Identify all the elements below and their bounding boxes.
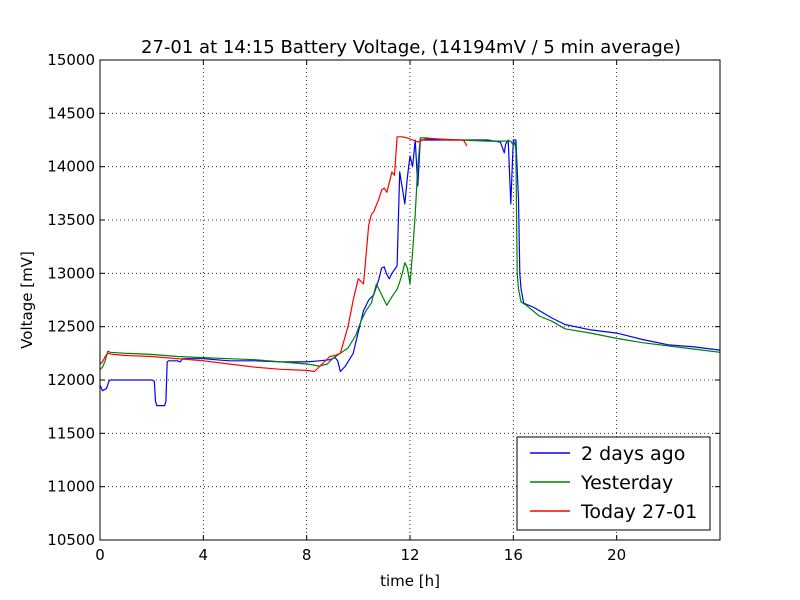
legend-label: 2 days ago bbox=[581, 443, 685, 465]
y-tick-label: 13500 bbox=[47, 211, 95, 229]
series-line-0 bbox=[99, 139, 721, 407]
y-tick-label: 10500 bbox=[47, 531, 95, 549]
legend-label: Today 27-01 bbox=[580, 501, 697, 523]
y-tick-label: 13000 bbox=[47, 264, 95, 282]
x-tick-label: 0 bbox=[95, 546, 105, 564]
series-line-2 bbox=[99, 136, 468, 373]
x-tick-label: 12 bbox=[400, 546, 419, 564]
series-line-1 bbox=[99, 137, 721, 370]
legend-label: Yesterday bbox=[580, 472, 673, 494]
ticks bbox=[99, 59, 720, 541]
chart-title: 27-01 at 14:15 Battery Voltage, (14194mV… bbox=[141, 37, 681, 58]
plot-lines bbox=[99, 136, 721, 407]
y-tick-label: 12000 bbox=[47, 371, 95, 389]
y-axis-label: Voltage [mV] bbox=[18, 251, 36, 349]
x-tick-label: 16 bbox=[504, 546, 523, 564]
y-tick-label: 14000 bbox=[47, 158, 95, 176]
tick-labels: 0 4 8 12 16 20 10500 11000 11500 12000 12500 13000 1… bbox=[47, 51, 626, 564]
x-tick-label: 20 bbox=[607, 546, 626, 564]
x-tick-label: 4 bbox=[199, 546, 209, 564]
y-tick-label: 14500 bbox=[47, 104, 95, 122]
y-tick-label: 11000 bbox=[47, 478, 95, 496]
legend: 2 days ago Yesterday Today 27-01 bbox=[516, 436, 711, 531]
y-tick-label: 12500 bbox=[47, 318, 95, 336]
x-tick-label: 8 bbox=[302, 546, 312, 564]
x-axis-label: time [h] bbox=[380, 572, 440, 590]
y-tick-label: 15000 bbox=[47, 51, 95, 69]
y-tick-label: 11500 bbox=[47, 424, 95, 442]
